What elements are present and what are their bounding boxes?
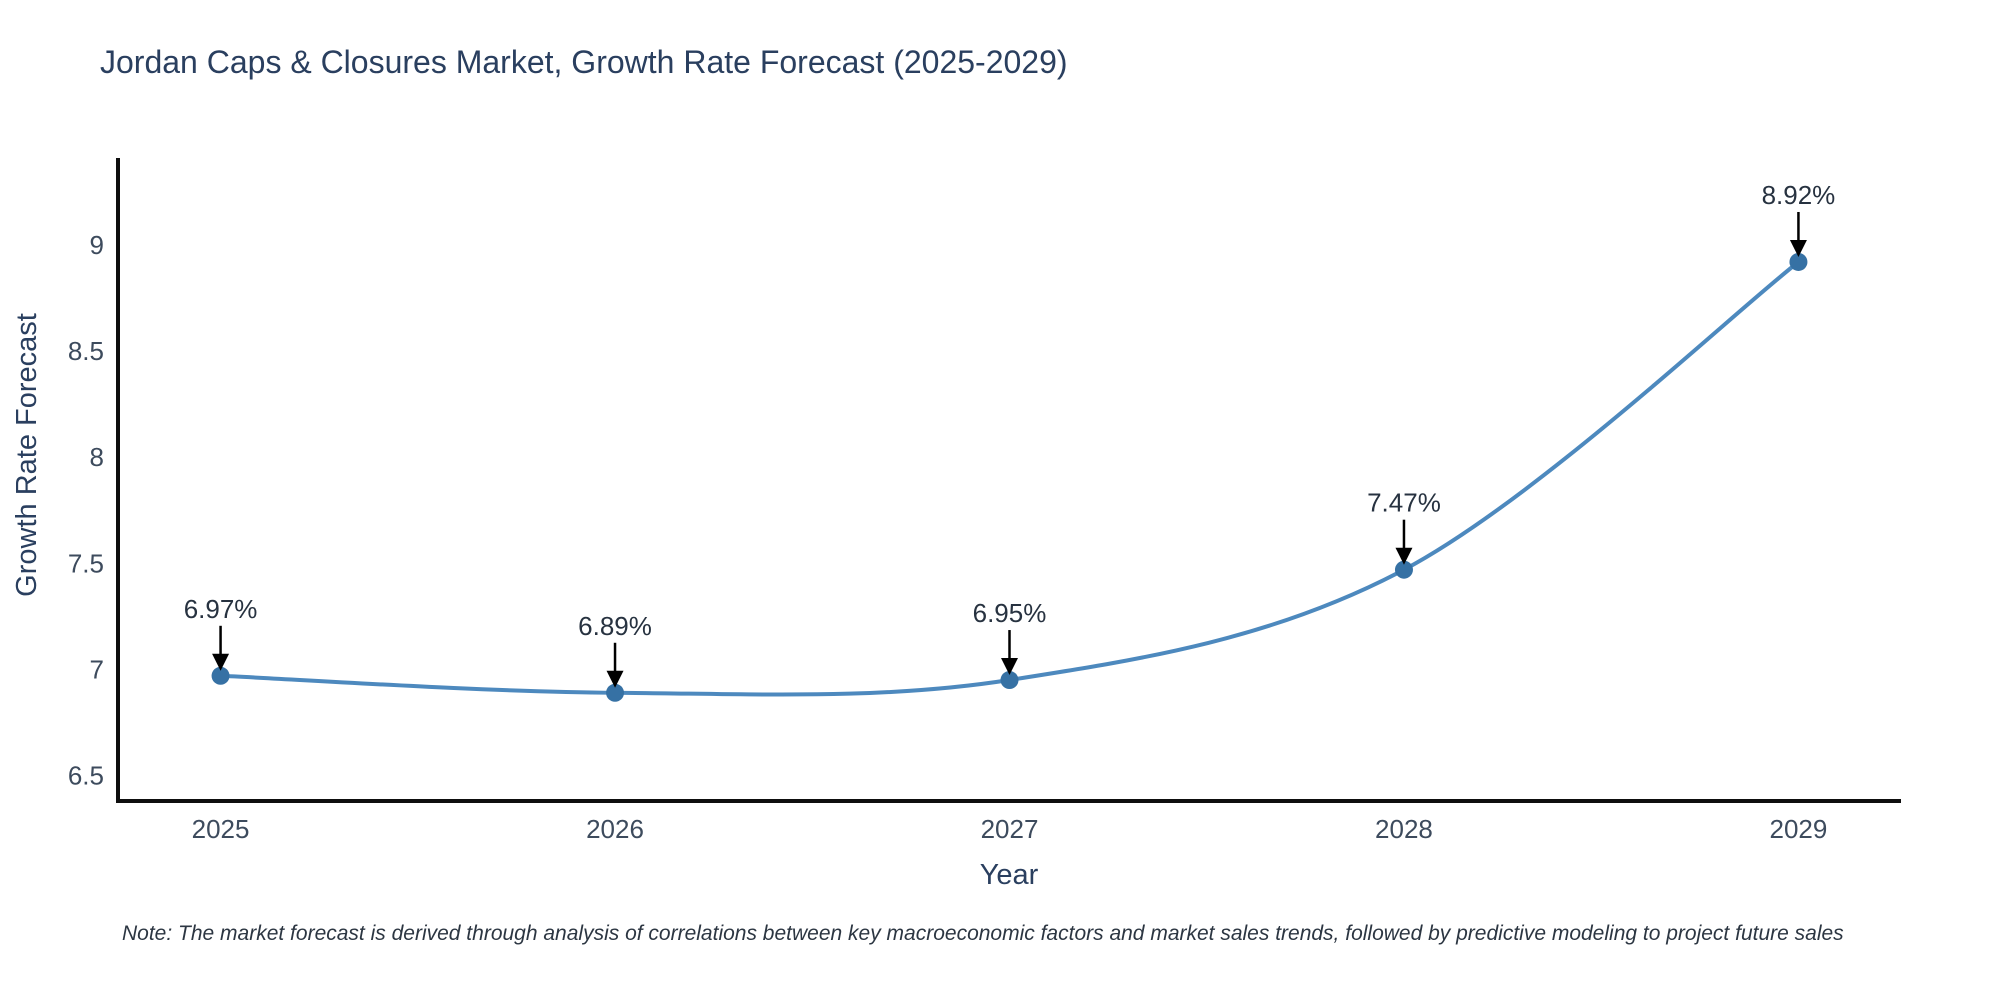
annotation-arrowhead-icon [1789,239,1807,257]
annotation-arrowhead-icon [1395,547,1413,565]
annotation-label: 6.89% [578,611,652,641]
x-tick-label: 2027 [981,814,1039,844]
x-tick-label: 2028 [1375,814,1433,844]
annotation-label: 6.95% [973,598,1047,628]
data-point-marker[interactable] [211,666,230,685]
x-tick-label: 2025 [192,814,250,844]
y-tick-label: 7 [90,654,104,684]
series-line [220,260,1800,697]
annotation-label: 8.92% [1762,180,1836,210]
y-tick-label: 8 [90,442,104,472]
plot-area: 6.5 7 7.5 8 8.5 9 2025 2026 2027 2028 2029 6.97% 6.8… [68,158,1901,844]
y-axis-title: Growth Rate Forecast [11,313,43,597]
y-tick-label: 9 [90,230,104,260]
y-tick-label: 8.5 [68,336,104,366]
x-tick-label: 2026 [586,814,644,844]
annotation-arrowhead-icon [212,653,230,671]
x-tick-label: 2029 [1770,814,1828,844]
annotation-arrowhead-icon [606,670,624,688]
data-point-marker[interactable] [1000,671,1019,690]
annotation-label: 6.97% [184,594,258,624]
chart-title: Jordan Caps & Closures Market, Growth Ra… [100,44,1068,80]
x-axis-title: Year [980,859,1039,891]
y-tick-label: 6.5 [68,761,104,791]
data-point-marker[interactable] [1394,560,1413,579]
data-point-marker[interactable] [606,683,625,702]
annotation-label: 7.47% [1367,488,1441,518]
data-point-marker[interactable] [1789,252,1808,271]
note-text: Note: The market forecast is derived thr… [122,922,1844,945]
y-tick-label: 7.5 [68,548,104,578]
annotation-arrowhead-icon [1001,658,1018,676]
